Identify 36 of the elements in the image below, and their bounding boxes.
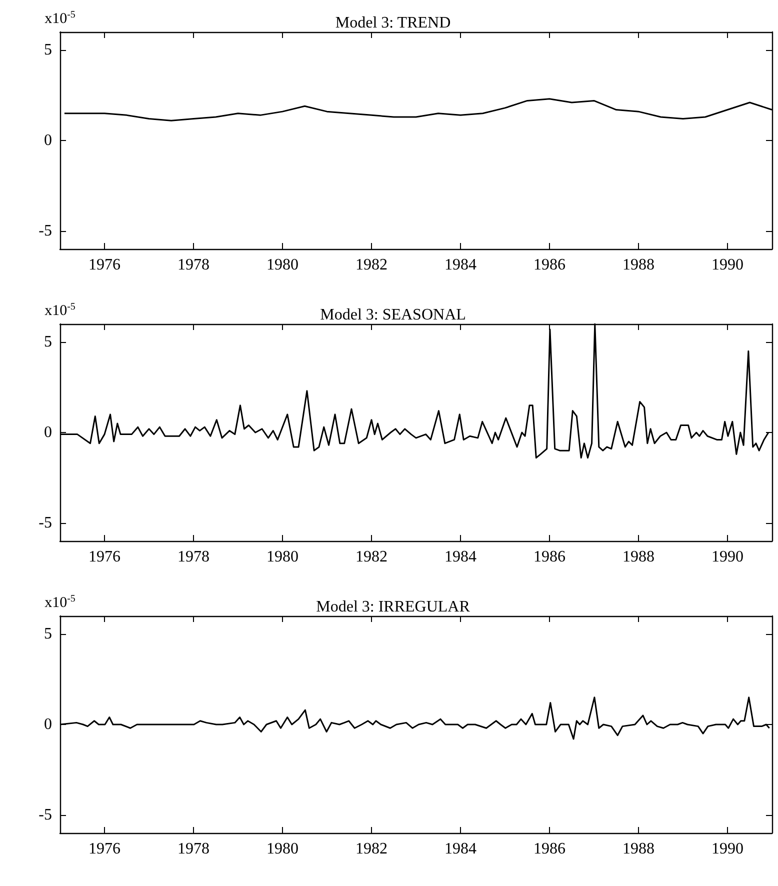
x-tick-label: 1976 <box>88 548 120 566</box>
y-tick-label: 0 <box>44 132 52 149</box>
x-tick-label: 1976 <box>88 256 120 274</box>
chart-title: Model 3: SEASONAL <box>320 306 466 324</box>
x-tick-label: 1986 <box>534 548 566 566</box>
y-tick-label: -5 <box>38 222 52 240</box>
x-tick-label: 1978 <box>178 548 210 566</box>
x-tick-label: 1978 <box>178 256 210 274</box>
y-tick-label: 5 <box>44 626 52 643</box>
x-tick-label: 1990 <box>712 840 744 858</box>
x-tick-label: 1990 <box>712 256 744 274</box>
y-tick-label: -5 <box>38 514 52 532</box>
x-tick-label: 1990 <box>712 548 744 566</box>
y-tick-label: 0 <box>44 716 52 733</box>
x-tick-label: 1982 <box>356 256 388 274</box>
x-tick-label: 1984 <box>444 256 476 274</box>
x-tick-label: 1984 <box>444 548 476 566</box>
x-tick-label: 1988 <box>622 548 654 566</box>
chart-title: Model 3: IRREGULAR <box>316 598 470 616</box>
x-tick-label: 1986 <box>534 256 566 274</box>
x-tick-label: 1988 <box>622 256 654 274</box>
y-tick-label: 5 <box>44 42 52 59</box>
chart-title: Model 3: TREND <box>335 14 451 32</box>
x-tick-label: 1982 <box>356 840 388 858</box>
x-tick-label: 1978 <box>178 840 210 858</box>
x-tick-label: 1982 <box>356 548 388 566</box>
x-tick-label: 1988 <box>622 840 654 858</box>
y-tick-label: 5 <box>44 334 52 351</box>
x-tick-label: 1980 <box>266 840 298 858</box>
x-tick-label: 1980 <box>266 548 298 566</box>
x-tick-label: 1980 <box>266 256 298 274</box>
x-tick-label: 1986 <box>534 840 566 858</box>
x-tick-label: 1976 <box>88 840 120 858</box>
x-tick-label: 1984 <box>444 840 476 858</box>
y-tick-label: -5 <box>38 806 52 824</box>
y-tick-label: 0 <box>44 424 52 441</box>
